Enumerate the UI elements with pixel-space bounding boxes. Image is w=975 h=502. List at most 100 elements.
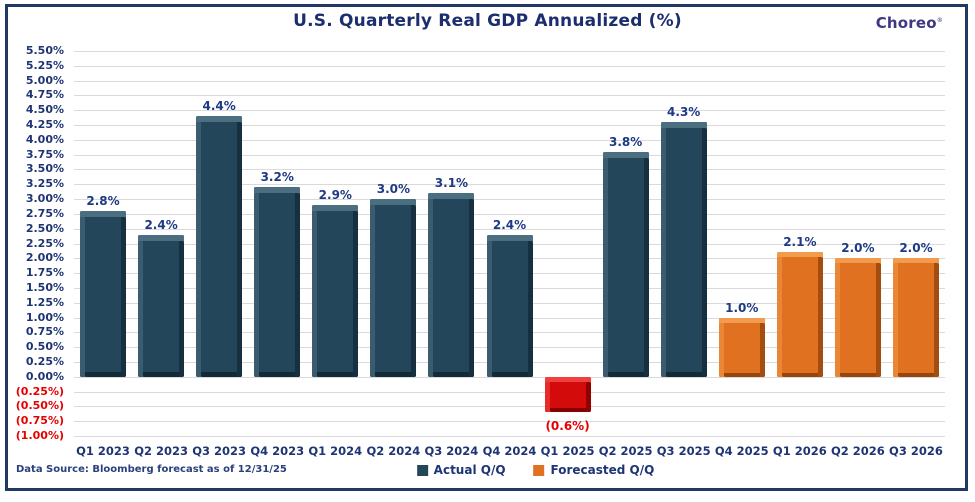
x-axis-label: Q3 2025 (656, 444, 711, 458)
bar-q1-2023 (80, 210, 127, 377)
y-axis-tick-label: 2.00% (25, 251, 64, 265)
y-axis-tick-label: 3.50% (25, 162, 64, 176)
gridline (74, 199, 945, 201)
bar-value-label: 3.2% (260, 170, 294, 185)
legend-swatch-forecasted (533, 464, 545, 476)
y-axis-tick-label: 0.75% (25, 325, 64, 339)
bar-q4-2024 (486, 234, 533, 377)
bar-value-label: 1.0% (725, 300, 759, 315)
gridline (74, 95, 945, 97)
y-axis-tick-label: 3.25% (25, 177, 64, 191)
y-axis-tick-label: (0.75%) (15, 414, 64, 428)
bar-q3-2024 (428, 193, 475, 377)
gridline (74, 184, 945, 186)
bar-q4-2025 (718, 317, 765, 377)
plot-area: 5.50% 5.25% 5.00% 4.75% 4.50% 4.25% 4.00% 3.75%… (0, 44, 945, 458)
bar-q1-2026 (776, 252, 823, 377)
bar-value-label: 4.4% (202, 99, 236, 114)
bar-q1-2024 (312, 205, 359, 377)
y-axis-tick-label: 4.25% (25, 118, 64, 132)
y-axis-tick-label: 1.00% (25, 310, 64, 324)
bar-q4-2023 (254, 187, 301, 377)
gridline (74, 154, 945, 156)
x-axis-label: Q4 2024 (482, 444, 537, 458)
bar-q2-2026 (834, 258, 881, 377)
y-axis-tick-label: 1.25% (25, 295, 64, 309)
x-axis-label: Q1 2024 (308, 444, 363, 458)
gridline (74, 65, 945, 67)
gridline (74, 169, 945, 171)
y-axis-tick-label: 4.00% (25, 132, 64, 146)
bar-q2-2023 (138, 234, 185, 377)
gridline (74, 228, 945, 230)
y-axis-tick-label: 1.50% (25, 280, 64, 294)
bar-q2-2025 (602, 151, 649, 377)
bar-value-label: 4.3% (667, 105, 701, 120)
bar-value-label: 2.1% (783, 235, 817, 250)
y-axis-tick-label: 3.75% (25, 147, 64, 161)
x-axis-label: Q4 2025 (714, 444, 769, 458)
gridline (74, 110, 945, 112)
bar-value-label: 3.0% (376, 182, 410, 197)
y-axis-tick-label: 2.75% (25, 206, 64, 220)
x-axis-label: Q4 2023 (250, 444, 305, 458)
gridline (74, 421, 945, 423)
chart-legend: Actual Q/Q Forecasted Q/Q (416, 463, 655, 477)
gridline (74, 80, 945, 82)
legend-label-actual: Actual Q/Q (433, 463, 506, 477)
legend-label-forecasted: Forecasted Q/Q (550, 463, 655, 477)
bar-value-label: 2.0% (899, 241, 933, 256)
choreo-logo: Choreo® (876, 14, 943, 32)
bar-value-label: 3.8% (608, 134, 643, 149)
bar-value-label: 2.4% (492, 217, 527, 232)
x-axis-label: Q2 2026 (830, 444, 885, 458)
gridline (74, 125, 945, 127)
bar-value-label: 2.4% (144, 217, 178, 232)
legend-item-forecasted: Forecasted Q/Q (533, 463, 655, 477)
x-axis-label: Q2 2025 (598, 444, 653, 458)
y-axis-tick-label: 5.50% (25, 44, 64, 57)
y-axis-tick-label: 0.25% (25, 354, 64, 368)
y-axis-tick-label: (1.00%) (15, 429, 64, 442)
x-axis-label: Q3 2026 (889, 444, 943, 458)
y-axis-tick-label: 3.00% (25, 192, 64, 206)
y-axis-tick-label: 4.50% (25, 103, 64, 117)
y-axis-tick-label: 0.50% (25, 340, 64, 354)
choreo-logo-text: Choreo (875, 14, 937, 32)
y-axis-tick-label: 5.00% (25, 73, 64, 87)
bar-q3-2025 (660, 122, 707, 377)
bar-value-label: 2.9% (318, 188, 352, 202)
x-axis-label: Q1 2026 (772, 444, 827, 458)
x-axis-label: Q2 2024 (366, 444, 421, 458)
data-source-note: Data Source: Bloomberg forecast as of 12… (16, 464, 287, 475)
gridline (74, 376, 945, 378)
y-axis-tick-label: 1.75% (25, 266, 64, 280)
registered-mark: ® (936, 17, 943, 24)
bar-value-label: 2.8% (86, 193, 120, 208)
y-axis-tick-label: 4.75% (25, 88, 64, 102)
gridline (74, 213, 945, 215)
y-axis-tick-label: (0.25%) (15, 384, 64, 398)
bar-value-label: (0.6%) (545, 419, 590, 434)
x-axis-label: Q3 2024 (424, 444, 479, 458)
x-axis-label: Q3 2023 (192, 444, 247, 458)
gridline (74, 391, 945, 393)
bar-q3-2023 (196, 116, 243, 377)
bar-q3-2026 (892, 258, 939, 377)
gridline (74, 51, 945, 52)
bar-q2-2024 (370, 199, 417, 377)
legend-swatch-actual (416, 464, 428, 476)
x-axis-label: Q1 2025 (540, 444, 595, 458)
x-axis-label: Q1 2023 (76, 444, 130, 458)
chart-title: U.S. Quarterly Real GDP Annualized (%) (293, 11, 682, 31)
y-axis-tick-label: (0.50%) (15, 399, 64, 413)
legend-item-actual: Actual Q/Q (416, 463, 506, 477)
y-axis-tick-label: 2.25% (25, 236, 64, 250)
gridline (74, 436, 945, 437)
x-axis-label: Q2 2023 (134, 444, 188, 458)
bar-value-label: 3.1% (434, 176, 469, 191)
gridline (74, 406, 945, 408)
bar-value-label: 2.0% (841, 241, 875, 256)
gridline (74, 139, 945, 141)
y-axis-tick-label: 2.50% (25, 221, 64, 235)
